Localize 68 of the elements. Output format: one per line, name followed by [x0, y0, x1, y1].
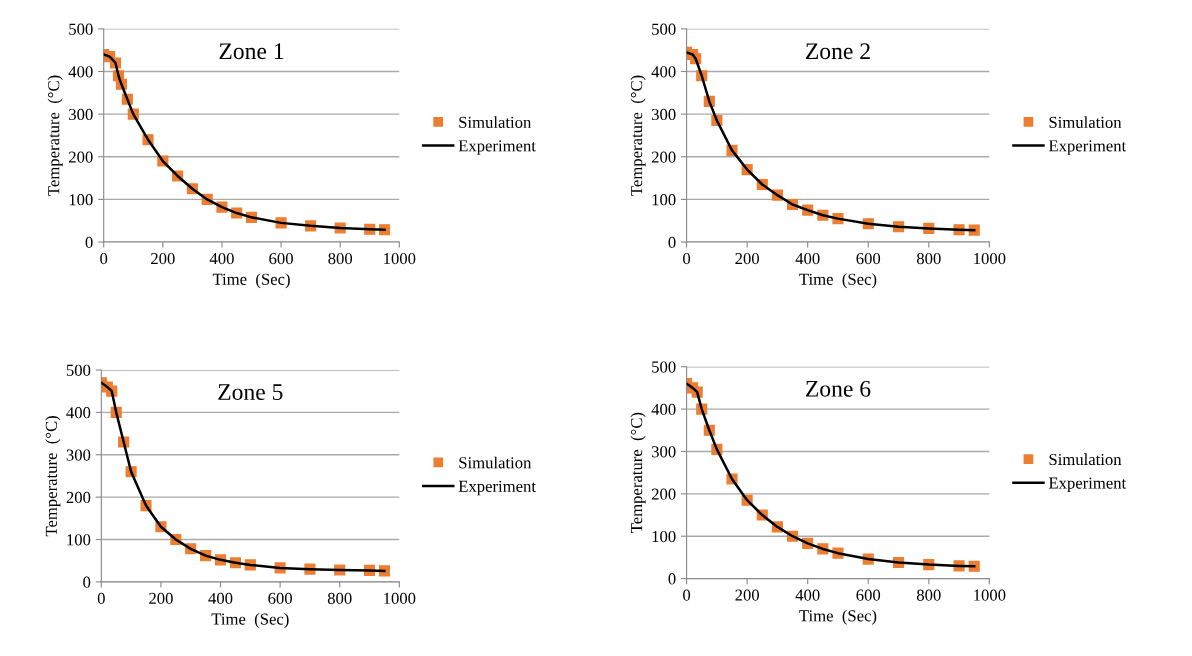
x-tick-label: 400 — [209, 252, 234, 265]
x-tick-label: 200 — [149, 592, 173, 605]
y-tick-label: 0 — [668, 236, 676, 249]
x-tick-label: 0 — [683, 252, 691, 265]
x-tick-label: 800 — [328, 252, 353, 265]
legend-label: Simulation — [459, 116, 532, 128]
x-tick-label: 400 — [208, 592, 233, 605]
x-tick-label: 400 — [795, 589, 820, 601]
x-tick-label: 600 — [269, 252, 293, 265]
y-tick-label: 500 — [652, 23, 676, 35]
y-axis-title: Temperature (°C) — [630, 412, 646, 533]
y-tick-label: 100 — [652, 530, 676, 543]
x-tick-label: 1000 — [974, 252, 1006, 265]
x-tick-label: 1000 — [384, 252, 416, 265]
x-tick-label: 0 — [97, 592, 105, 605]
y-tick-label: 400 — [651, 403, 676, 416]
y-tick-label: 300 — [651, 446, 676, 458]
chart-title: Zone 1 — [219, 43, 284, 60]
y-tick-label: 0 — [668, 573, 676, 585]
x-tick-label: 400 — [795, 252, 820, 265]
x-tick-label: 1000 — [384, 592, 416, 605]
x-tick-label: 600 — [268, 592, 292, 605]
y-tick-label: 200 — [651, 151, 676, 163]
y-tick-label: 400 — [651, 66, 676, 78]
x-axis-title: Time (Sec) — [211, 612, 289, 629]
y-tick-label: 300 — [66, 449, 91, 461]
chart-title: Zone 6 — [805, 380, 871, 397]
x-tick-label: 1000 — [974, 589, 1006, 601]
legend-label: Experiment — [1048, 140, 1127, 155]
y-tick-label: 400 — [66, 407, 91, 419]
y-tick-label: 100 — [67, 534, 91, 546]
y-tick-label: 500 — [69, 23, 93, 35]
legend-label: Experiment — [458, 480, 536, 496]
y-tick-label: 0 — [83, 576, 91, 588]
x-tick-label: 0 — [683, 589, 691, 601]
x-axis-title: Time (Sec) — [212, 273, 290, 289]
x-tick-label: 0 — [100, 252, 108, 265]
x-axis-title: Time (Sec) — [799, 609, 877, 625]
y-tick-label: 300 — [69, 108, 93, 121]
x-tick-label: 800 — [916, 589, 941, 601]
legend-label: Simulation — [1049, 116, 1122, 128]
y-tick-label: 0 — [85, 236, 93, 249]
y-tick-label: 200 — [66, 491, 91, 504]
x-tick-label: 600 — [856, 252, 881, 265]
y-tick-label: 400 — [68, 66, 93, 78]
chart-title: Zone 2 — [805, 43, 870, 60]
y-tick-label: 200 — [69, 151, 93, 163]
y-axis-title: Temperature (°C) — [47, 75, 63, 196]
y-axis-title: Temperature (°C) — [45, 416, 61, 537]
y-tick-label: 100 — [69, 194, 93, 206]
y-axis-title: Temperature (°C) — [630, 75, 646, 196]
y-tick-label: 200 — [651, 488, 676, 500]
legend-label: Simulation — [459, 456, 532, 469]
x-tick-label: 200 — [151, 252, 175, 265]
x-tick-label: 200 — [735, 589, 760, 601]
y-tick-label: 300 — [651, 108, 676, 121]
x-tick-label: 200 — [735, 252, 760, 265]
y-tick-label: 500 — [66, 364, 91, 376]
y-tick-label: 500 — [652, 361, 676, 373]
x-tick-label: 800 — [327, 592, 352, 605]
legend-label: Simulation — [1049, 453, 1122, 466]
x-tick-label: 800 — [916, 252, 941, 265]
chart-title: Zone 5 — [218, 384, 283, 401]
legend-label: Experiment — [458, 140, 536, 155]
y-tick-label: 100 — [652, 194, 676, 206]
legend-label: Experiment — [1048, 477, 1127, 493]
x-axis-title: Time (Sec) — [799, 273, 877, 289]
x-tick-label: 600 — [856, 589, 881, 601]
